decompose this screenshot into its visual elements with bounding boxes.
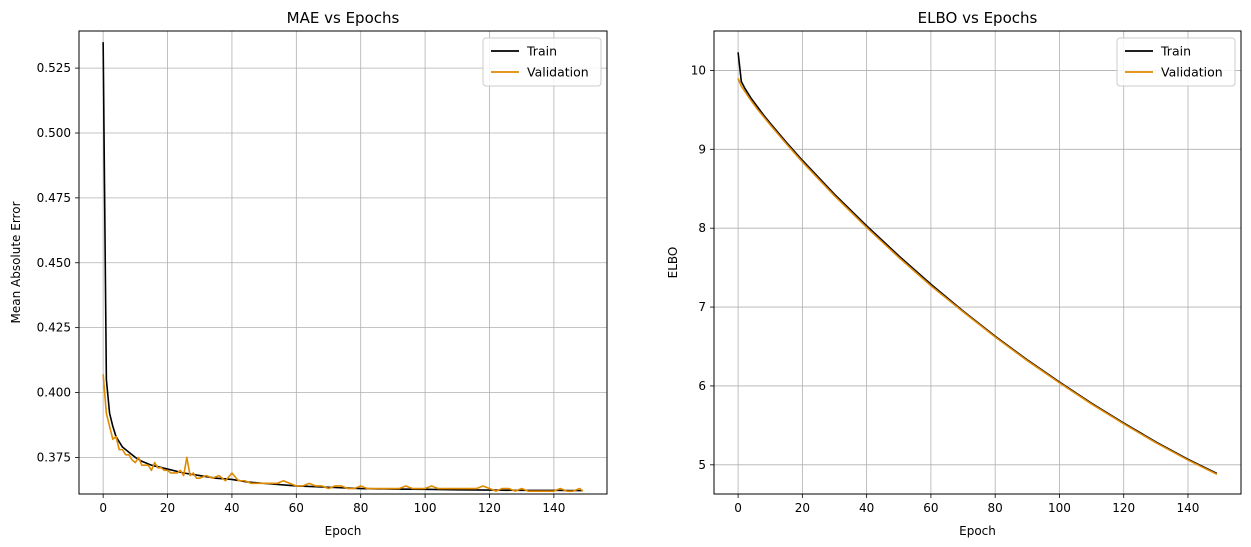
grid	[714, 31, 1241, 494]
x-tick-label: 100	[1048, 501, 1071, 515]
y-tick-label: 8	[698, 221, 706, 235]
x-tick-label: 120	[478, 501, 501, 515]
y-axis-label: Mean Absolute Error	[9, 201, 23, 323]
legend-label-validation: Validation	[527, 65, 589, 80]
x-tick-label: 40	[224, 501, 239, 515]
y-tick-label: 0.475	[37, 191, 71, 205]
grid	[79, 31, 607, 494]
x-tick-label: 140	[542, 501, 565, 515]
x-tick-label: 60	[289, 501, 304, 515]
x-tick-label: 80	[988, 501, 1003, 515]
x-tick-label: 0	[734, 501, 742, 515]
legend-label-train: Train	[526, 44, 557, 59]
legend-label-train: Train	[1160, 44, 1191, 59]
chart-panel-2: 0 20 40 60 80 100 120 140 5 6 7 8 9 10 ELBO vs Epochs E…	[666, 9, 1242, 538]
x-tick-label: 20	[795, 501, 810, 515]
y-tick-label: 7	[698, 300, 706, 314]
y-tick-label: 9	[698, 142, 706, 156]
y-tick-label: 0.375	[37, 450, 71, 464]
legend-box	[1116, 37, 1236, 87]
legend-box	[482, 37, 602, 87]
x-tick-label: 80	[353, 501, 368, 515]
y-axis-label: ELBO	[666, 247, 680, 279]
series-line-train	[737, 52, 1218, 475]
y-tick-label: 10	[691, 63, 706, 77]
x-tick-label: 120	[1112, 501, 1135, 515]
series-line-validation	[102, 374, 584, 492]
series-line-validation	[737, 78, 1218, 475]
x-tick-label: 20	[160, 501, 175, 515]
chart-title: MAE vs Epochs	[287, 9, 400, 27]
y-tick-label: 0.400	[37, 386, 71, 400]
y-tick-label: 5	[698, 458, 706, 472]
legend-label-validation: Validation	[1161, 65, 1223, 80]
x-tick-label: 0	[99, 501, 107, 515]
x-tick-label: 100	[414, 501, 437, 515]
chart-title: ELBO vs Epochs	[918, 9, 1038, 27]
x-axis-label: Epoch	[959, 524, 996, 538]
y-tick-label: 0.450	[37, 256, 71, 270]
y-tick-label: 0.500	[37, 126, 71, 140]
x-tick-label: 140	[1177, 501, 1200, 515]
y-tick-label: 0.525	[37, 61, 71, 75]
x-tick-label: 60	[923, 501, 938, 515]
chart-panel-1: 0 20 40 60 80 100 120 140 0.375 0.400 0.425 0.450 0.…	[9, 9, 608, 538]
legend: Train Validation	[482, 37, 602, 87]
axes-frame	[713, 30, 1242, 495]
series-line-train	[102, 42, 583, 492]
y-tick-label: 6	[698, 379, 706, 393]
x-tick-label: 40	[859, 501, 874, 515]
y-tick-label: 0.425	[37, 321, 71, 335]
x-axis-label: Epoch	[325, 524, 362, 538]
legend: Train Validation	[1116, 37, 1236, 87]
